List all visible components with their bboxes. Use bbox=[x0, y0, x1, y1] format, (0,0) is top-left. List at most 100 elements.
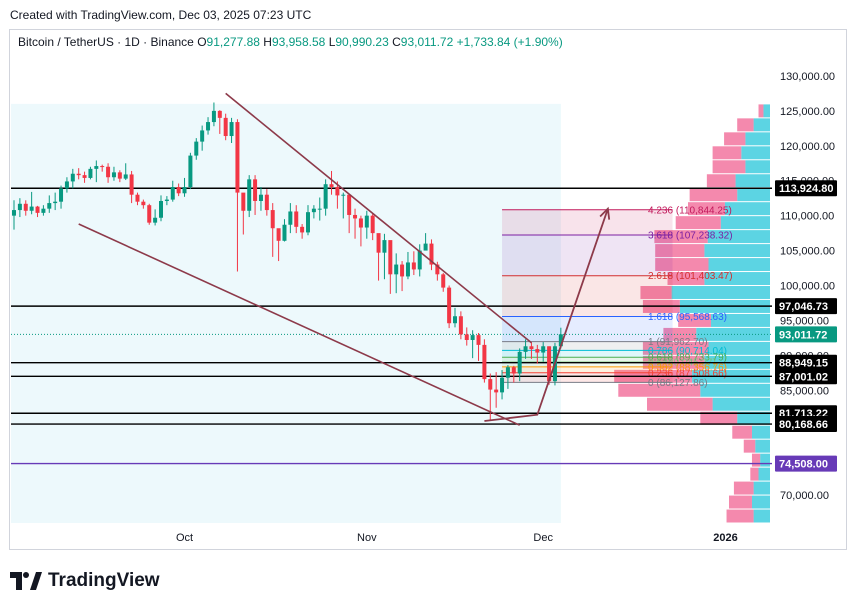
volume-profile-down-bar bbox=[675, 216, 721, 230]
fib-zone bbox=[502, 366, 673, 373]
price-tag-label: 80,168.66 bbox=[779, 419, 828, 431]
volume-profile-down-bar bbox=[724, 132, 746, 146]
chart-frame bbox=[9, 29, 847, 550]
candle-body bbox=[82, 175, 87, 178]
y-tick-label: 110,000.00 bbox=[780, 211, 834, 223]
volume-profile-down-bar bbox=[678, 313, 711, 327]
candle-body bbox=[335, 187, 340, 196]
channel-upper-line bbox=[225, 92, 532, 344]
volume-profile-down-bar bbox=[743, 439, 756, 453]
volume-profile-up-bar bbox=[710, 313, 770, 327]
candle-body bbox=[311, 208, 316, 213]
volume-profile-down-bar bbox=[655, 244, 705, 258]
price-tag-box bbox=[775, 298, 837, 315]
price-tag-box bbox=[775, 368, 837, 385]
candle-body bbox=[129, 174, 134, 195]
y-tick-label: 125,000.00 bbox=[780, 106, 835, 118]
candle-body bbox=[241, 192, 246, 211]
candle-body bbox=[458, 316, 463, 335]
fib-zone bbox=[502, 350, 673, 358]
candle-body bbox=[476, 335, 481, 345]
candle-body bbox=[382, 240, 387, 253]
candle-body bbox=[317, 208, 322, 210]
candle-body bbox=[347, 194, 352, 215]
price-tag-box bbox=[775, 326, 837, 343]
volume-profile-down-bar bbox=[655, 258, 709, 272]
candle-body bbox=[405, 262, 410, 277]
candle-body bbox=[147, 205, 152, 223]
price-tag-label: 88,949.15 bbox=[779, 358, 828, 370]
volume-profile-up-bar bbox=[755, 439, 770, 453]
y-tick-label: 85,000.00 bbox=[780, 385, 829, 397]
high-label: H bbox=[263, 35, 272, 49]
symbol-name[interactable]: Bitcoin / TetherUS · 1D · Binance bbox=[18, 35, 194, 49]
candle-body bbox=[288, 211, 293, 225]
volume-profile-down-bar bbox=[726, 509, 754, 523]
fib-level-label: 0 (86,127.86) bbox=[648, 378, 708, 389]
candle-body bbox=[164, 199, 169, 201]
y-tick-label: 100,000.00 bbox=[780, 281, 835, 293]
price-tag-box bbox=[775, 416, 837, 433]
volume-profile-up-bar bbox=[753, 118, 770, 132]
close-value: 93,011.72 bbox=[400, 35, 454, 49]
candle-body bbox=[535, 349, 540, 353]
fib-level-label: 0.236 (87,508.66) bbox=[648, 368, 727, 379]
candle-body bbox=[176, 187, 181, 194]
candle-body bbox=[294, 211, 299, 227]
candle-body bbox=[417, 250, 422, 270]
highlight-range bbox=[11, 103, 561, 524]
candle-body bbox=[329, 184, 334, 188]
candle-body bbox=[370, 215, 375, 234]
volume-profile-down-bar bbox=[733, 481, 754, 495]
candle-body bbox=[35, 206, 40, 213]
candle-body bbox=[211, 110, 216, 123]
candle-body bbox=[123, 174, 128, 179]
candle-body bbox=[517, 351, 522, 374]
fib-level-label: 4.236 (110,844.25) bbox=[648, 205, 732, 216]
fib-level-label: 0.786 (90,714.04) bbox=[648, 346, 727, 357]
volume-profile-up-bar bbox=[751, 495, 770, 509]
volume-profile-up-bar bbox=[707, 230, 770, 244]
candle-body bbox=[117, 172, 122, 179]
candle-body bbox=[558, 334, 563, 347]
candle-body bbox=[270, 210, 275, 229]
candle-body bbox=[453, 316, 457, 324]
volume-profile-up-bar bbox=[760, 453, 770, 467]
fib-level-label: 0.618 (89,733.79) bbox=[648, 353, 727, 364]
candle-body bbox=[400, 264, 405, 277]
candle-body bbox=[194, 141, 199, 156]
volume-profile-up-bar bbox=[753, 481, 770, 495]
volume-profile-up-bar bbox=[751, 425, 770, 439]
channel-lower-line bbox=[78, 223, 521, 426]
brand[interactable]: TradingView bbox=[10, 570, 160, 592]
volume-profile-up-bar bbox=[720, 216, 770, 230]
candle-body bbox=[429, 243, 434, 265]
candle-body bbox=[141, 201, 146, 206]
y-tick-label: 70,000.00 bbox=[780, 490, 829, 502]
volume-profile-down-bar bbox=[700, 411, 738, 425]
volume-profile-up-bar bbox=[704, 244, 770, 258]
volume-profile-down-bar bbox=[732, 425, 752, 439]
candle-body bbox=[505, 367, 510, 378]
fib-level-label: 2.618 (101,403.47) bbox=[648, 271, 733, 282]
candle-body bbox=[159, 200, 163, 218]
volume-profile-up-bar bbox=[704, 272, 770, 286]
symbol-legend: Bitcoin / TetherUS · 1D · Binance O91,27… bbox=[18, 35, 563, 49]
projection-path bbox=[484, 208, 609, 422]
volume-profile-down-bar bbox=[667, 272, 705, 286]
candle-body bbox=[59, 188, 64, 202]
x-tick-label: Oct bbox=[176, 532, 193, 544]
candle-body bbox=[306, 212, 310, 233]
volume-profile-up-bar bbox=[671, 286, 770, 299]
x-tick-label: Nov bbox=[357, 532, 377, 544]
volume-profile-down-bar bbox=[706, 174, 736, 188]
fib-zone bbox=[502, 372, 673, 383]
projection-arrowhead bbox=[599, 206, 611, 220]
tradingview-logo-icon bbox=[10, 572, 42, 590]
y-tick-label: 105,000.00 bbox=[780, 246, 835, 258]
high-value: 93,958.58 bbox=[271, 35, 326, 49]
price-tag-label: 74,508.00 bbox=[779, 459, 828, 471]
volume-profile-down-bar bbox=[729, 495, 752, 509]
candle-body bbox=[523, 346, 528, 352]
